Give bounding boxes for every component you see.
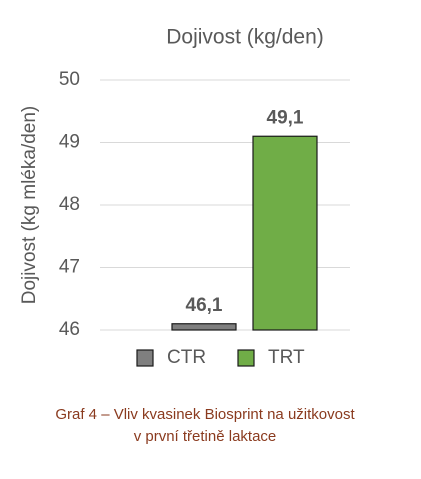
value-label: 49,1 xyxy=(267,107,304,128)
legend-label: CTR xyxy=(167,347,206,368)
bar xyxy=(171,323,237,331)
caption: v první třetině laktace xyxy=(134,428,277,445)
caption: Graf 4 – Vliv kvasinek Biosprint na užit… xyxy=(55,406,355,423)
legend-swatch xyxy=(136,349,154,367)
y-tick-label: 47 xyxy=(59,257,80,278)
y-tick-label: 48 xyxy=(59,194,80,215)
value-label: 46,1 xyxy=(186,295,223,316)
legend-swatch xyxy=(237,349,255,367)
y-axis-label: Dojivost (kg mléka/den) xyxy=(19,106,40,305)
y-tick-label: 46 xyxy=(59,319,80,340)
chart-title: Dojivost (kg/den) xyxy=(166,26,324,49)
bar xyxy=(252,135,318,331)
y-tick-label: 50 xyxy=(59,69,80,90)
y-tick-label: 49 xyxy=(59,132,80,153)
legend-label: TRT xyxy=(268,347,305,368)
